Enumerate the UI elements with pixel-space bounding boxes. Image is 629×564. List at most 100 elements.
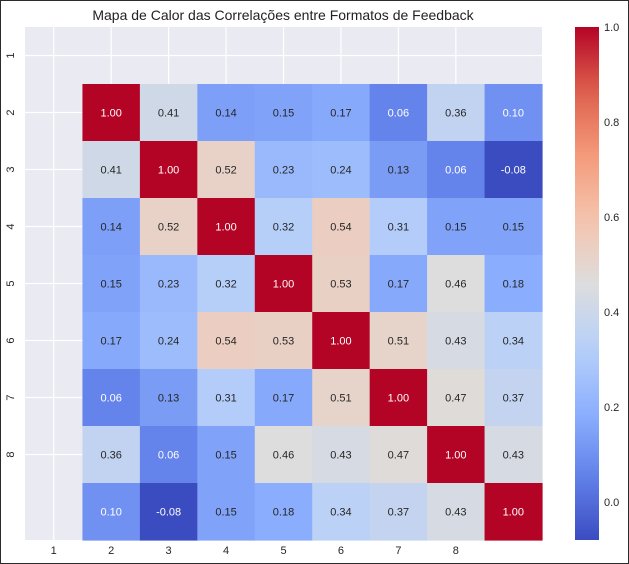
x-tick-label: 1 bbox=[51, 545, 57, 557]
cell-label: 0.46 bbox=[445, 279, 466, 291]
cell-label: 0.10 bbox=[100, 507, 121, 519]
cell-label: 0.37 bbox=[388, 507, 409, 519]
heatmap-cell bbox=[312, 312, 371, 370]
heatmap-cell bbox=[197, 198, 256, 256]
heatmap-cell bbox=[369, 483, 428, 541]
cell-label: 0.36 bbox=[100, 450, 121, 462]
heatmap-cell bbox=[484, 255, 543, 313]
heatmap-cell bbox=[484, 426, 543, 484]
cell-label: 0.41 bbox=[158, 108, 179, 120]
chart-title: Mapa de Calor das Correlações entre Form… bbox=[92, 7, 474, 23]
heatmap-cell bbox=[369, 255, 428, 313]
cell-label: 0.18 bbox=[503, 279, 524, 291]
cell-label: 0.15 bbox=[273, 108, 294, 120]
cell-label: 0.17 bbox=[388, 279, 409, 291]
heatmap-cell bbox=[312, 141, 371, 199]
heatmap-cell bbox=[484, 198, 543, 256]
cell-label: 0.41 bbox=[100, 165, 121, 177]
cell-label: 0.53 bbox=[273, 336, 294, 348]
x-tick-label: 3 bbox=[166, 545, 172, 557]
heatmap-cell bbox=[82, 312, 141, 370]
cell-label: 0.34 bbox=[503, 336, 524, 348]
x-tick-label: 6 bbox=[338, 545, 344, 557]
heatmap-cell bbox=[427, 84, 486, 142]
heatmap-cell bbox=[427, 426, 486, 484]
heatmap-cell bbox=[369, 198, 428, 256]
heatmap-cell bbox=[484, 84, 543, 142]
x-tick-label: 4 bbox=[223, 545, 229, 557]
heatmap-cell bbox=[312, 84, 371, 142]
cell-label: 0.06 bbox=[388, 108, 409, 120]
cell-label: 0.15 bbox=[445, 222, 466, 234]
heatmap-cell bbox=[484, 312, 543, 370]
cell-label: 0.06 bbox=[445, 165, 466, 177]
heatmap-cell bbox=[197, 426, 256, 484]
cell-label: 0.54 bbox=[215, 336, 236, 348]
cell-label: 0.17 bbox=[273, 393, 294, 405]
y-tick-label: 6 bbox=[5, 337, 17, 343]
cell-label: 1.00 bbox=[503, 507, 524, 519]
heatmap-cell bbox=[139, 312, 198, 370]
cell-label: 0.51 bbox=[388, 336, 409, 348]
colorbar-tick-label: 1.0 bbox=[604, 22, 619, 34]
cell-label: 0.43 bbox=[445, 507, 466, 519]
heatmap-cell bbox=[484, 483, 543, 541]
cell-label: 0.14 bbox=[215, 108, 236, 120]
heatmap-cell bbox=[254, 141, 313, 199]
heatmap-cell bbox=[369, 369, 428, 427]
cell-label: 0.51 bbox=[330, 393, 351, 405]
cell-label: 0.52 bbox=[158, 222, 179, 234]
heatmap-cell bbox=[427, 141, 486, 199]
cell-label: 1.00 bbox=[388, 393, 409, 405]
colorbar-tick-label: 0.2 bbox=[604, 402, 619, 414]
cell-label: 0.15 bbox=[215, 450, 236, 462]
x-tick-label: 5 bbox=[280, 545, 286, 557]
cell-label: 1.00 bbox=[330, 336, 351, 348]
cell-label: 0.23 bbox=[273, 165, 294, 177]
y-tick-label: 1 bbox=[5, 52, 17, 58]
heatmap-cell bbox=[197, 84, 256, 142]
heatmap-cell bbox=[427, 198, 486, 256]
cell-label: 0.43 bbox=[503, 450, 524, 462]
cell-label: 0.24 bbox=[330, 165, 351, 177]
heatmap-cell bbox=[484, 369, 543, 427]
cell-label: 0.17 bbox=[330, 108, 351, 120]
heatmap-cell bbox=[139, 426, 198, 484]
cell-label: 0.15 bbox=[100, 279, 121, 291]
colorbar-tick-label: 0.6 bbox=[604, 212, 619, 224]
heatmap-cell bbox=[82, 483, 141, 541]
heatmap-cell bbox=[82, 84, 141, 142]
heatmap-cell bbox=[254, 369, 313, 427]
colorbar-tick-label: 0.4 bbox=[604, 307, 619, 319]
y-axis-ticks: 1 2 3 4 5 6 7 8 bbox=[5, 52, 17, 457]
cell-label: 0.37 bbox=[503, 393, 524, 405]
heatmap-cell bbox=[254, 483, 313, 541]
cell-label: 0.36 bbox=[445, 108, 466, 120]
heatmap-cell bbox=[197, 369, 256, 427]
heatmap-cell bbox=[197, 312, 256, 370]
heatmap-cell bbox=[139, 369, 198, 427]
x-tick-label: 8 bbox=[453, 545, 459, 557]
cell-label: 0.32 bbox=[273, 222, 294, 234]
cell-label: 1.00 bbox=[445, 450, 466, 462]
cell-label: 0.15 bbox=[215, 507, 236, 519]
cell-label: 0.06 bbox=[158, 450, 179, 462]
heatmap-cell bbox=[312, 255, 371, 313]
heatmap-cell bbox=[427, 483, 486, 541]
cell-label: 0.53 bbox=[330, 279, 351, 291]
y-tick-label: 2 bbox=[5, 109, 17, 115]
y-tick-label: 7 bbox=[5, 394, 17, 400]
cell-label: 0.14 bbox=[100, 222, 121, 234]
cell-label: 0.54 bbox=[330, 222, 351, 234]
heatmap-cell bbox=[312, 198, 371, 256]
x-tick-label: 2 bbox=[108, 545, 114, 557]
cell-label: -0.08 bbox=[156, 507, 181, 519]
y-tick-label: 4 bbox=[5, 223, 17, 229]
cell-label: 0.18 bbox=[273, 507, 294, 519]
cell-label: 0.17 bbox=[100, 336, 121, 348]
heatmap-cells: 1.00 0.41 0.14 0.15 0.17 0.06 0.36 0.10 0.41 1.00… bbox=[82, 84, 543, 541]
cell-label: 0.34 bbox=[330, 507, 351, 519]
heatmap-cell bbox=[427, 255, 486, 313]
heatmap-cell bbox=[312, 483, 371, 541]
